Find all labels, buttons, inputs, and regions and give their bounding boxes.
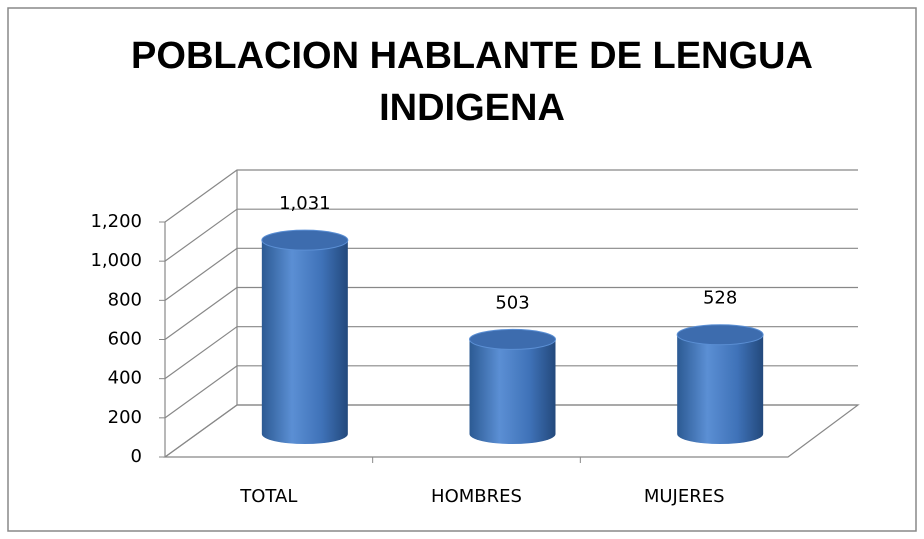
bar-top <box>261 229 349 251</box>
y-tick-label: 0 <box>131 446 142 467</box>
bar-top <box>676 324 764 346</box>
bar-top <box>469 328 556 350</box>
x-tick-label: HOMBRES <box>431 486 522 507</box>
value-label: 503 <box>495 292 529 313</box>
frame <box>7 7 917 532</box>
y-tick-label: 800 <box>108 289 142 310</box>
x-tick-label: TOTAL <box>239 486 297 507</box>
y-tick-label: 200 <box>108 407 142 428</box>
value-label: 528 <box>703 288 737 309</box>
x-tick-label: MUJERES <box>644 486 725 507</box>
value-label: 1,031 <box>279 193 331 214</box>
chart-title: POBLACION HABLANTE DE LENGUA INDIGENA <box>131 35 813 129</box>
y-tick-label: 1,000 <box>90 250 142 271</box>
y-tick-label: 400 <box>108 368 142 389</box>
y-tick-label: 600 <box>108 329 142 350</box>
y-tick-label: 1,200 <box>90 211 142 232</box>
bar <box>677 334 764 444</box>
bar <box>469 339 556 444</box>
bar <box>261 240 348 444</box>
